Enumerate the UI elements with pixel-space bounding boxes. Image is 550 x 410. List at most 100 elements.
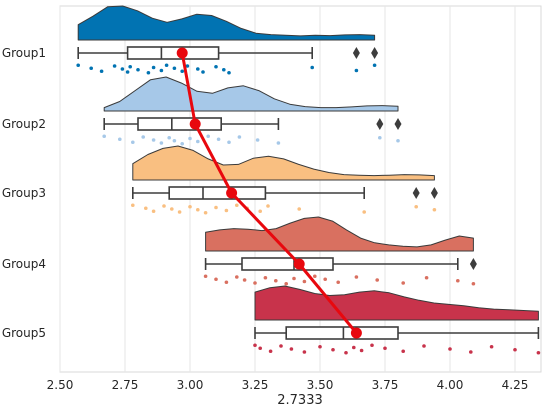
iqr-box	[285, 326, 399, 340]
rain-point	[136, 67, 140, 72]
x-tick-label: 3.75	[372, 378, 399, 392]
mean-line-layer	[176, 47, 362, 339]
rain-point	[289, 347, 294, 351]
category-label: Group5	[2, 326, 46, 340]
rain-point	[313, 274, 317, 279]
rain-point	[258, 346, 263, 351]
rain-point	[118, 137, 122, 142]
rain-point	[180, 69, 184, 74]
rain-point	[310, 65, 315, 70]
rain-point	[237, 135, 242, 139]
rain-point	[253, 343, 257, 348]
outlier-marker	[412, 187, 420, 199]
outlier-marker	[430, 187, 438, 199]
rain-point	[196, 139, 200, 144]
rain-point	[167, 135, 171, 140]
outlier-marker	[371, 47, 379, 59]
rain-point	[258, 209, 263, 214]
rain-point	[144, 206, 148, 211]
iqr-box	[137, 117, 222, 131]
rain-point	[224, 208, 229, 213]
iqr-box	[126, 46, 220, 60]
rain-point	[125, 70, 130, 74]
x-tick-label: 4.25	[502, 378, 529, 392]
rain-point	[131, 203, 135, 208]
rain-point	[414, 204, 419, 209]
rain-point	[323, 277, 328, 282]
x-tick-label: 4.00	[437, 378, 464, 392]
rain-point	[99, 69, 104, 74]
x-axis-label: 2.7333	[277, 393, 323, 408]
rain-point	[375, 278, 380, 282]
rain-point	[170, 207, 174, 211]
density-cloud	[254, 285, 539, 321]
rain-point	[131, 140, 135, 145]
rain-point	[424, 275, 429, 280]
rain-point	[302, 350, 307, 354]
outlier-marker	[394, 118, 402, 130]
rain-point	[235, 275, 239, 279]
rain-point	[396, 138, 400, 143]
rain-point	[151, 209, 156, 214]
category-label: Group2	[2, 117, 46, 131]
rain-point	[352, 345, 356, 350]
rain-point	[471, 281, 476, 286]
mean-point	[176, 47, 188, 59]
rain-point	[268, 349, 273, 354]
rain-point	[146, 70, 151, 75]
rain-point	[206, 134, 210, 139]
density-clouds	[77, 5, 539, 321]
rain-point	[128, 64, 132, 69]
iqr-box	[168, 186, 267, 200]
rain-point	[331, 347, 335, 352]
x-tick-label: 3.50	[307, 378, 334, 392]
x-tick-label: 2.75	[112, 378, 139, 392]
mean-point	[189, 118, 201, 130]
rain-point	[448, 347, 452, 351]
rain-point	[151, 138, 156, 142]
density-cloud	[132, 145, 435, 181]
x-tick-label: 3.25	[242, 378, 269, 392]
mean-point	[293, 258, 305, 270]
category-labels: Group1 Group2 Group3 Group4 Group5	[2, 46, 46, 340]
rain-point	[344, 350, 348, 355]
rain-point	[318, 344, 322, 349]
rain-point	[336, 280, 341, 285]
outlier-marker	[352, 47, 360, 59]
rain-point	[112, 64, 117, 68]
x-tick-label: 3.00	[177, 378, 204, 392]
rain-point	[222, 67, 226, 72]
rain-point	[372, 63, 377, 68]
rain-point	[297, 207, 302, 211]
density-cloud	[77, 5, 376, 41]
rain-point	[370, 343, 374, 348]
rain-point	[242, 278, 247, 282]
iqr-box	[241, 257, 334, 271]
rain-point	[359, 348, 364, 353]
rain-point	[203, 274, 208, 279]
density-cloud	[205, 216, 474, 252]
rain-point	[432, 207, 437, 212]
rain-point	[422, 344, 426, 348]
rain-point	[302, 279, 307, 284]
rain-point	[214, 277, 218, 282]
density-cloud	[103, 76, 399, 112]
rain-point	[180, 141, 184, 146]
rain-point	[279, 344, 283, 348]
rain-point	[489, 344, 494, 349]
mean-point	[226, 187, 238, 199]
rain-point	[196, 207, 200, 212]
raindrop-points	[76, 63, 541, 355]
rain-point	[383, 346, 387, 351]
rain-point	[274, 278, 278, 283]
rain-point	[162, 204, 166, 208]
rain-point	[201, 70, 205, 74]
rain-point	[177, 210, 182, 214]
rain-point	[214, 205, 218, 210]
x-tick-label: 2.50	[47, 378, 74, 392]
rain-point	[203, 210, 208, 215]
outlier-marker	[376, 118, 384, 130]
rain-point	[102, 134, 106, 139]
rain-point	[276, 141, 281, 145]
box-plots	[77, 46, 540, 340]
